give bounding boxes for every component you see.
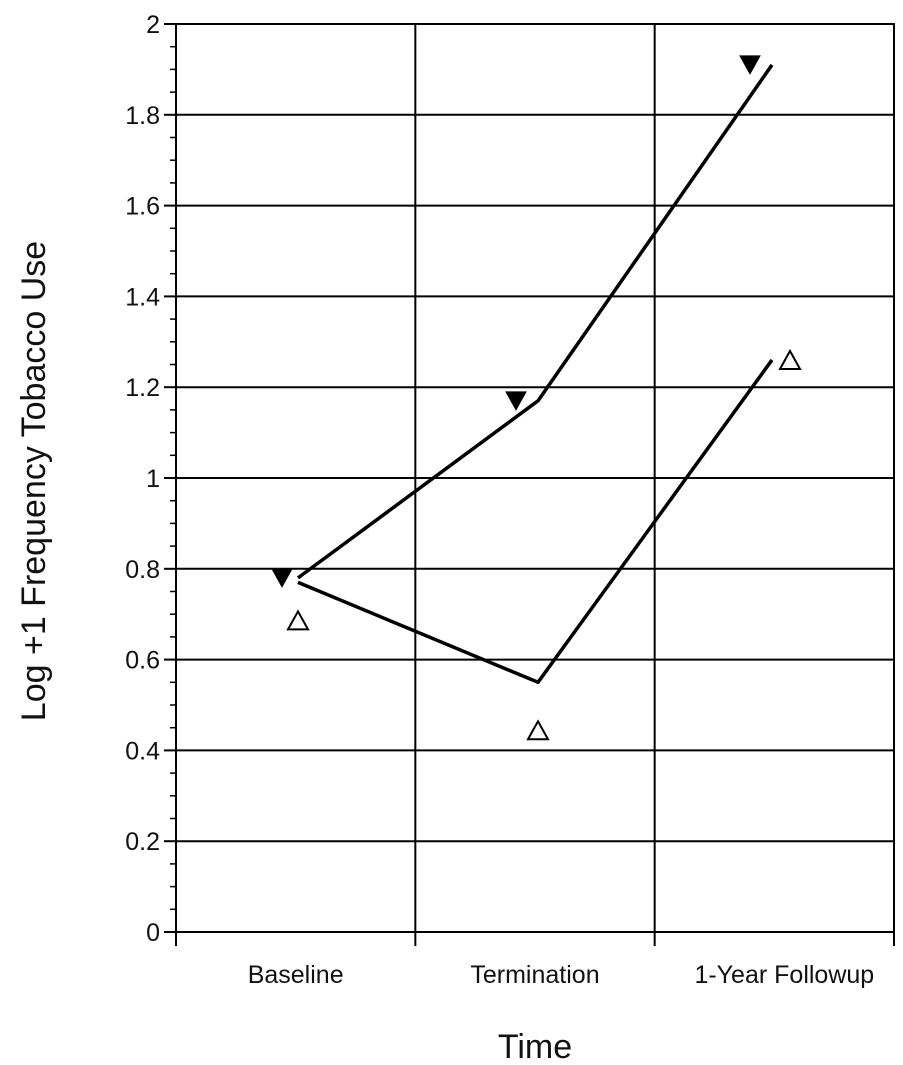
series-line bbox=[297, 358, 774, 685]
series-line bbox=[296, 63, 774, 580]
y-tick-label: 1.4 bbox=[125, 283, 160, 311]
series-markers bbox=[271, 55, 802, 741]
x-tick-label: 1-Year Followup bbox=[694, 961, 874, 989]
data-point-marker bbox=[778, 348, 802, 370]
y-tick-label: 1.6 bbox=[125, 193, 160, 221]
y-tick-label: 0.2 bbox=[125, 828, 160, 856]
data-point-marker bbox=[739, 55, 761, 75]
y-tick-labels: 0 0.2 0.4 0.6 0.8 1 1.2 1.4 1.6 1.8 2 bbox=[125, 11, 160, 947]
data-point-marker bbox=[505, 391, 527, 411]
y-axis-title: Log +1 Frequency Tobacco Use bbox=[15, 241, 53, 721]
y-tick-label: 0.6 bbox=[125, 647, 160, 675]
x-tick-label: Baseline bbox=[248, 961, 344, 989]
y-tick-label: 1 bbox=[146, 465, 160, 493]
axes bbox=[164, 23, 895, 946]
x-tick-label: Termination bbox=[470, 961, 599, 989]
y-tick-label: 1.2 bbox=[125, 374, 160, 402]
y-tick-label: 0.8 bbox=[125, 556, 160, 584]
y-tick-label: 1.8 bbox=[125, 102, 160, 130]
y-tick-label: 0.4 bbox=[125, 737, 160, 765]
x-tick-labels: Baseline Termination 1-Year Followup bbox=[248, 961, 874, 989]
data-point-marker bbox=[526, 719, 550, 741]
gridlines bbox=[176, 23, 894, 933]
series-lines bbox=[296, 63, 774, 685]
data-point-marker bbox=[286, 609, 310, 631]
y-tick-label: 2 bbox=[146, 11, 160, 39]
data-point-marker bbox=[271, 568, 293, 588]
x-axis-title: Time bbox=[498, 1028, 572, 1065]
y-tick-label: 0 bbox=[146, 919, 160, 947]
